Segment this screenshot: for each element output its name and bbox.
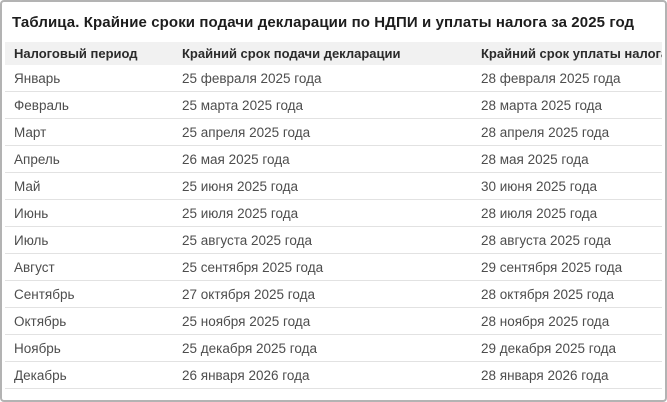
declaration-deadline-cell: 25 июля 2025 года	[182, 205, 299, 221]
table-title: Таблица. Крайние сроки подачи декларации…	[12, 14, 635, 31]
period-cell: Сентябрь	[14, 286, 75, 302]
payment-deadline-cell: 28 мая 2025 года	[481, 151, 589, 167]
table-row: Ноябрь 25 декабря 2025 года 29 декабря 2…	[5, 335, 662, 362]
payment-deadline-cell: 28 февраля 2025 года	[481, 70, 621, 86]
payment-deadline-cell: 28 октября 2025 года	[481, 286, 614, 302]
period-cell: Май	[14, 178, 41, 194]
deadlines-table: Налоговый период Крайний срок подачи дек…	[5, 42, 662, 389]
payment-deadline-cell: 28 августа 2025 года	[481, 232, 612, 248]
period-cell: Март	[14, 124, 47, 140]
declaration-deadline-cell: 25 июня 2025 года	[182, 178, 298, 194]
period-cell: Июнь	[14, 205, 49, 221]
period-cell: Апрель	[14, 151, 60, 167]
declaration-deadline-cell: 25 сентября 2025 года	[182, 259, 324, 275]
column-header-payment-deadline: Крайний срок уплаты налога	[481, 46, 662, 61]
period-cell: Июль	[14, 232, 49, 248]
declaration-deadline-cell: 25 апреля 2025 года	[182, 124, 311, 140]
declaration-deadline-cell: 26 января 2026 года	[182, 367, 310, 383]
period-cell: Декабрь	[14, 367, 67, 383]
declaration-deadline-cell: 25 марта 2025 года	[182, 97, 304, 113]
payment-deadline-cell: 28 апреля 2025 года	[481, 124, 610, 140]
column-header-period: Налоговый период	[14, 46, 138, 61]
payment-deadline-cell: 28 июля 2025 года	[481, 205, 598, 221]
table-row: Октябрь 25 ноября 2025 года 28 ноября 20…	[5, 308, 662, 335]
declaration-deadline-cell: 25 февраля 2025 года	[182, 70, 322, 86]
period-cell: Февраль	[14, 97, 69, 113]
declaration-deadline-cell: 26 мая 2025 года	[182, 151, 290, 167]
table-row: Март 25 апреля 2025 года 28 апреля 2025 …	[5, 119, 662, 146]
declaration-deadline-cell: 25 августа 2025 года	[182, 232, 313, 248]
payment-deadline-cell: 30 июня 2025 года	[481, 178, 597, 194]
declaration-deadline-cell: 27 октября 2025 года	[182, 286, 315, 302]
table-body: Январь 25 февраля 2025 года 28 февраля 2…	[5, 65, 662, 389]
table-row: Апрель 26 мая 2025 года 28 мая 2025 года	[5, 146, 662, 173]
payment-deadline-cell: 28 января 2026 года	[481, 367, 609, 383]
column-header-declaration-deadline: Крайний срок подачи декларации	[182, 46, 401, 61]
period-cell: Январь	[14, 70, 61, 86]
table-header-row: Налоговый период Крайний срок подачи дек…	[5, 42, 662, 65]
table-row: Июнь 25 июля 2025 года 28 июля 2025 года	[5, 200, 662, 227]
payment-deadline-cell: 29 декабря 2025 года	[481, 340, 617, 356]
table-row: Январь 25 февраля 2025 года 28 февраля 2…	[5, 65, 662, 92]
table-row: Август 25 сентября 2025 года 29 сентября…	[5, 254, 662, 281]
period-cell: Август	[14, 259, 55, 275]
table-row: Май 25 июня 2025 года 30 июня 2025 года	[5, 173, 662, 200]
payment-deadline-cell: 29 сентября 2025 года	[481, 259, 623, 275]
declaration-deadline-cell: 25 декабря 2025 года	[182, 340, 318, 356]
table-row: Июль 25 августа 2025 года 28 августа 202…	[5, 227, 662, 254]
payment-deadline-cell: 28 ноября 2025 года	[481, 313, 610, 329]
period-cell: Ноябрь	[14, 340, 61, 356]
period-cell: Октябрь	[14, 313, 67, 329]
table-row: Сентябрь 27 октября 2025 года 28 октября…	[5, 281, 662, 308]
table-row: Декабрь 26 января 2026 года 28 января 20…	[5, 362, 662, 389]
payment-deadline-cell: 28 марта 2025 года	[481, 97, 603, 113]
declaration-deadline-cell: 25 ноября 2025 года	[182, 313, 311, 329]
table-row: Февраль 25 марта 2025 года 28 марта 2025…	[5, 92, 662, 119]
